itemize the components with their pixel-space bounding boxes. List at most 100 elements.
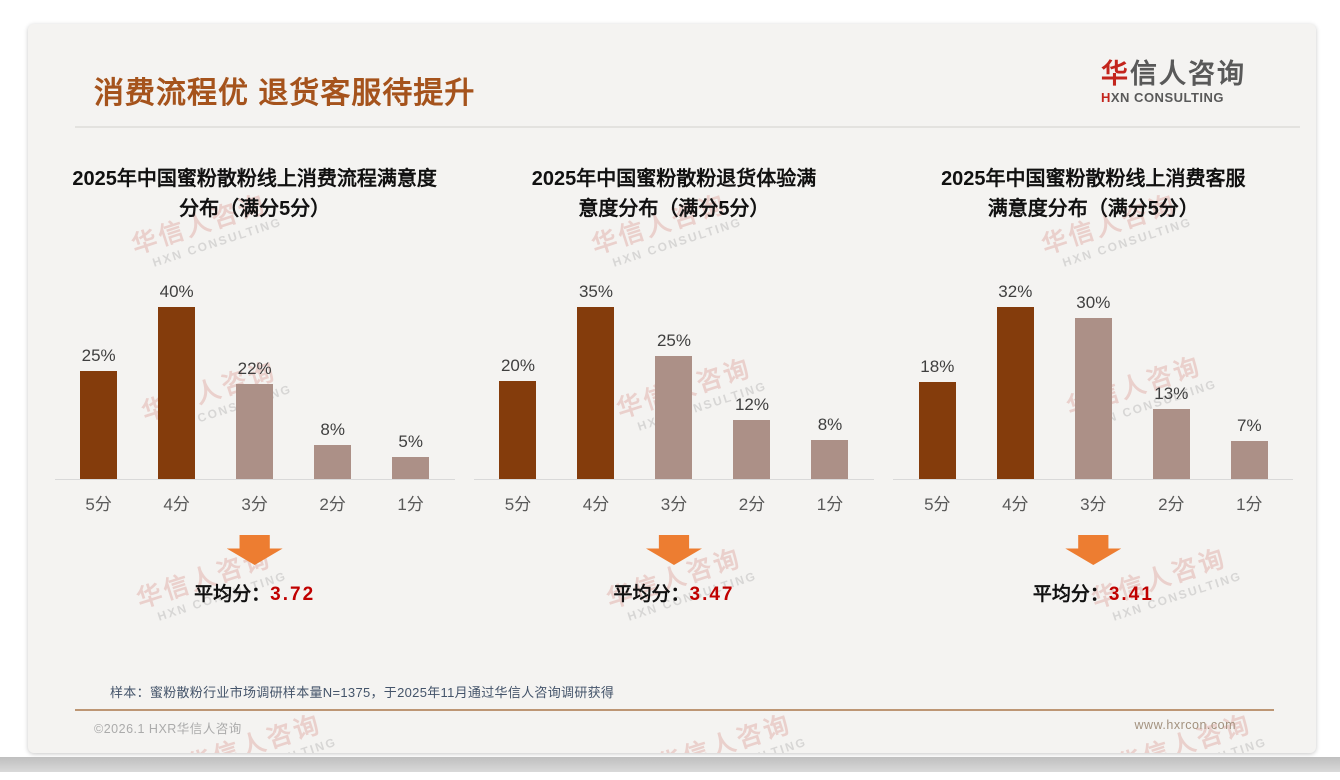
chart-title-line2: 分布（满分5分）	[179, 198, 331, 220]
bar-slot: 40%	[158, 282, 196, 479]
category-label: 1分	[397, 495, 424, 514]
bar	[80, 371, 118, 479]
logo-en-rest: XN CONSULTING	[1110, 89, 1225, 105]
chart-title-line1: 2025年中国蜜粉散粉线上消费流程满意度	[72, 168, 437, 190]
average-value: 3.47	[689, 584, 735, 605]
bar-value-label: 25%	[656, 331, 691, 350]
bar	[577, 307, 615, 479]
category-axis: 5分 4分 3分 2分 1分	[55, 490, 455, 515]
category-label: 4分	[1002, 495, 1029, 514]
down-arrow-icon	[1065, 535, 1122, 565]
footer-divider	[75, 709, 1274, 711]
category-label: 4分	[163, 495, 190, 514]
bar-value-label: 12%	[734, 395, 769, 414]
category-label: 2分	[1158, 495, 1185, 514]
average-score: 平均分：3.72	[194, 579, 315, 606]
average-score: 平均分：3.47	[613, 579, 734, 606]
bar-slot: 25%	[80, 346, 118, 479]
average-score: 平均分：3.41	[1033, 579, 1154, 606]
bar-slot: 7%	[1230, 416, 1268, 479]
bar-value-label: 32%	[998, 282, 1033, 301]
category-label: 2分	[319, 495, 346, 514]
category-label: 3分	[241, 495, 268, 514]
logo-cn-name: 华信人咨询	[1101, 59, 1246, 90]
bar-plot: 20% 35% 25% 12% 8%	[473, 228, 874, 480]
header: 消费流程优 退货客服待提升 华信人咨询 HXN CONSULTING	[28, 24, 1316, 112]
bar	[811, 440, 849, 479]
down-arrow-icon	[226, 535, 283, 565]
footer: ©2026.1 HXR华信人咨询 www.hxrcon.com	[94, 718, 1236, 737]
chart-title: 2025年中国蜜粉散粉线上消费客服 满意度分布（满分5分）	[941, 164, 1246, 228]
bar-value-label: 20%	[500, 356, 535, 375]
bar	[655, 356, 693, 479]
bar-value-label: 22%	[237, 359, 272, 378]
bar	[1230, 441, 1268, 479]
bar	[158, 307, 196, 479]
bar	[392, 457, 430, 479]
bar-slot: 8%	[314, 420, 352, 479]
average-value: 3.41	[1108, 584, 1154, 605]
chart-return-experience: 2025年中国蜜粉散粉退货体验满 意度分布（满分5分） 20% 35% 25% 12%…	[469, 164, 878, 606]
category-axis: 5分 4分 3分 2分 1分	[474, 490, 874, 515]
bar	[1152, 409, 1190, 479]
average-label: 平均分：	[194, 584, 271, 605]
bar-value-label: 13%	[1154, 384, 1189, 403]
bar	[1074, 318, 1112, 479]
bar-slot: 32%	[996, 282, 1034, 479]
bar-slot: 5%	[392, 432, 430, 479]
company-logo: 华信人咨询 HXN CONSULTING	[1101, 59, 1246, 105]
category-label: 1分	[816, 495, 844, 514]
chart-title: 2025年中国蜜粉散粉退货体验满 意度分布（满分5分）	[532, 164, 817, 228]
bar	[918, 382, 956, 479]
average-value: 3.72	[270, 584, 316, 605]
header-divider	[75, 126, 1300, 128]
bar-value-label: 35%	[578, 282, 613, 301]
page-bottom-shadow	[0, 757, 1340, 772]
category-axis: 5分 4分 3分 2分 1分	[893, 490, 1293, 515]
copyright-text: ©2026.1 HXR华信人咨询	[94, 722, 242, 736]
bar	[236, 384, 274, 479]
logo-en-red: H	[1101, 89, 1111, 105]
bar	[996, 307, 1034, 479]
bar-plot: 18% 32% 30% 13% 7%	[893, 228, 1294, 480]
category-label: 1分	[1236, 495, 1263, 514]
bar-value-label: 5%	[398, 432, 423, 451]
bar-slot: 20%	[499, 356, 537, 479]
bar-value-label: 18%	[920, 357, 955, 376]
chart-customer-service: 2025年中国蜜粉散粉线上消费客服 满意度分布（满分5分） 18% 32% 30% 1…	[889, 164, 1298, 606]
bar-value-label: 25%	[81, 346, 116, 365]
bar	[314, 445, 352, 479]
chart-title-line2: 意度分布（满分5分）	[578, 198, 770, 220]
charts-row: 2025年中国蜜粉散粉线上消费流程满意度 分布（满分5分） 25% 40% 22% 8…	[28, 128, 1316, 606]
bar-slot: 25%	[655, 331, 693, 479]
chart-consumption-process: 2025年中国蜜粉散粉线上消费流程满意度 分布（满分5分） 25% 40% 22% 8…	[50, 164, 459, 606]
bar-value-label: 30%	[1076, 293, 1111, 312]
bar	[499, 381, 537, 479]
bar-slot: 22%	[236, 359, 274, 479]
bar-value-label: 8%	[817, 415, 843, 434]
bar-slot: 30%	[1074, 293, 1112, 479]
bar	[733, 420, 771, 479]
category-label: 5分	[85, 495, 112, 514]
down-arrow-icon	[645, 535, 702, 565]
chart-title-line1: 2025年中国蜜粉散粉退货体验满	[531, 168, 817, 190]
bar-plot: 25% 40% 22% 8% 5%	[54, 228, 455, 480]
chart-title: 2025年中国蜜粉散粉线上消费流程满意度 分布（满分5分）	[72, 164, 437, 228]
bar-slot: 35%	[577, 282, 615, 479]
bar-slot: 13%	[1152, 384, 1190, 479]
logo-cn-red: 华	[1101, 59, 1130, 89]
page-title: 消费流程优 退货客服待提升	[94, 77, 476, 110]
category-label: 4分	[582, 495, 610, 514]
category-label: 5分	[504, 495, 532, 514]
category-label: 5分	[924, 495, 951, 514]
bar-slot: 18%	[918, 357, 956, 479]
bar-slot: 12%	[733, 395, 771, 479]
category-label: 2分	[738, 495, 766, 514]
average-label: 平均分：	[1032, 584, 1109, 605]
category-label: 3分	[660, 495, 688, 514]
bar-value-label: 7%	[1237, 416, 1262, 435]
bar-value-label: 40%	[159, 282, 194, 301]
bar-slot: 8%	[811, 415, 849, 479]
chart-title-line2: 满意度分布（满分5分）	[987, 198, 1199, 220]
